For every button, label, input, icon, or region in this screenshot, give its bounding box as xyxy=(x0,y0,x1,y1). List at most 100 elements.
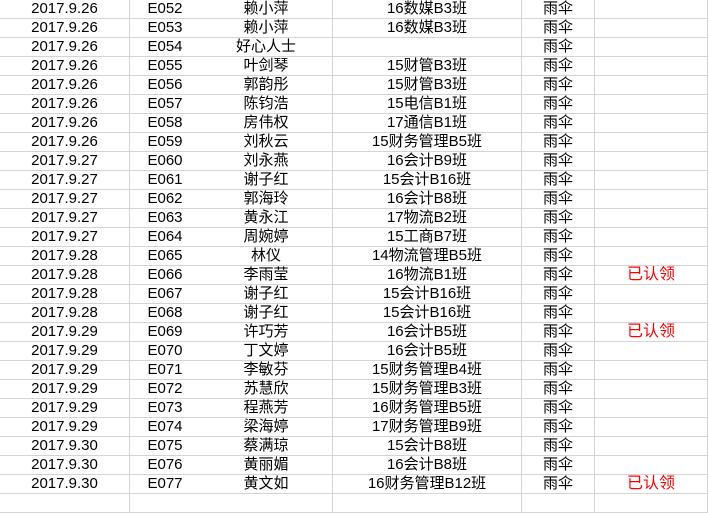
cell-status[interactable] xyxy=(595,494,708,512)
cell-id[interactable]: E055 xyxy=(147,57,183,74)
cell-id[interactable]: E074 xyxy=(147,418,183,435)
cell-name[interactable]: 丁文婷 xyxy=(200,342,333,360)
cell-status[interactable] xyxy=(595,399,708,417)
cell-item[interactable]: 雨伞 xyxy=(522,114,595,132)
cell-name[interactable]: 许巧芳 xyxy=(200,323,333,341)
cell-class[interactable]: 16财务管理B5班 xyxy=(333,399,522,417)
cell-id[interactable]: E061 xyxy=(147,171,183,188)
cell-date[interactable]: 2017.9.29 xyxy=(0,380,130,398)
cell-class[interactable]: 15工商B7班 xyxy=(333,228,522,246)
cell-id[interactable]: E077 xyxy=(147,475,183,492)
cell-id[interactable]: E071 xyxy=(147,361,183,378)
cell-id[interactable]: E075 xyxy=(147,437,183,454)
cell-name[interactable]: 刘秋云 xyxy=(200,133,333,151)
cell-date[interactable]: 2017.9.26 xyxy=(0,133,130,151)
cell-date[interactable]: 2017.9.26 xyxy=(0,0,130,18)
cell-status[interactable] xyxy=(595,304,708,322)
cell-class[interactable] xyxy=(333,38,522,56)
cell-item[interactable]: 雨伞 xyxy=(522,361,595,379)
cell-item[interactable]: 雨伞 xyxy=(522,399,595,417)
cell-id[interactable]: E060 xyxy=(147,152,183,169)
cell-name[interactable]: 林仪 xyxy=(200,247,333,265)
cell-status[interactable]: 已认领 xyxy=(595,323,708,341)
cell-class[interactable]: 16数媒B3班 xyxy=(333,19,522,37)
cell-status[interactable] xyxy=(595,456,708,474)
cell-date[interactable]: 2017.9.30 xyxy=(0,475,130,493)
cell-date[interactable]: 2017.9.30 xyxy=(0,437,130,455)
cell-id[interactable]: E062 xyxy=(147,190,183,207)
cell-id[interactable]: E054 xyxy=(147,38,183,55)
cell-name[interactable]: 程燕芳 xyxy=(200,399,333,417)
cell-item[interactable]: 雨伞 xyxy=(522,475,595,493)
cell-status[interactable] xyxy=(595,285,708,303)
cell-name[interactable]: 谢子红 xyxy=(200,285,333,303)
cell-class[interactable]: 15财管B3班 xyxy=(333,57,522,75)
cell-status[interactable] xyxy=(595,152,708,170)
cell-item[interactable]: 雨伞 xyxy=(522,209,595,227)
cell-class[interactable]: 15会计B16班 xyxy=(333,285,522,303)
cell-item[interactable]: 雨伞 xyxy=(522,285,595,303)
cell-item[interactable]: 雨伞 xyxy=(522,133,595,151)
cell-id[interactable] xyxy=(130,494,200,512)
cell-status[interactable] xyxy=(595,418,708,436)
cell-name[interactable]: 房伟权 xyxy=(200,114,333,132)
cell-class[interactable]: 16会计B8班 xyxy=(333,190,522,208)
cell-id[interactable]: E072 xyxy=(147,380,183,397)
cell-class[interactable]: 15电信B1班 xyxy=(333,95,522,113)
cell-date[interactable]: 2017.9.28 xyxy=(0,266,130,284)
cell-date[interactable]: 2017.9.30 xyxy=(0,456,130,474)
cell-class[interactable]: 16会计B5班 xyxy=(333,342,522,360)
cell-status[interactable]: 已认领 xyxy=(595,475,708,493)
cell-status[interactable] xyxy=(595,114,708,132)
cell-item[interactable]: 雨伞 xyxy=(522,0,595,18)
cell-id[interactable]: E057 xyxy=(147,95,183,112)
cell-class[interactable]: 16会计B9班 xyxy=(333,152,522,170)
cell-name[interactable]: 谢子红 xyxy=(200,304,333,322)
cell-item[interactable]: 雨伞 xyxy=(522,323,595,341)
cell-date[interactable]: 2017.9.29 xyxy=(0,418,130,436)
cell-class[interactable]: 15财务管理B3班 xyxy=(333,380,522,398)
cell-status[interactable] xyxy=(595,38,708,56)
cell-item[interactable]: 雨伞 xyxy=(522,266,595,284)
cell-id[interactable]: E076 xyxy=(147,456,183,473)
cell-class[interactable]: 17通信B1班 xyxy=(333,114,522,132)
cell-name[interactable]: 好心人士 xyxy=(200,38,333,56)
cell-item[interactable] xyxy=(522,494,595,512)
cell-item[interactable]: 雨伞 xyxy=(522,171,595,189)
cell-item[interactable]: 雨伞 xyxy=(522,190,595,208)
cell-date[interactable]: 2017.9.26 xyxy=(0,38,130,56)
cell-date[interactable]: 2017.9.26 xyxy=(0,19,130,37)
cell-date[interactable]: 2017.9.29 xyxy=(0,323,130,341)
cell-item[interactable]: 雨伞 xyxy=(522,152,595,170)
cell-name[interactable]: 黄文如 xyxy=(200,475,333,493)
cell-name[interactable]: 梁海婷 xyxy=(200,418,333,436)
cell-date[interactable]: 2017.9.26 xyxy=(0,114,130,132)
cell-date[interactable]: 2017.9.26 xyxy=(0,95,130,113)
cell-item[interactable]: 雨伞 xyxy=(522,304,595,322)
cell-date[interactable]: 2017.9.26 xyxy=(0,57,130,75)
cell-id[interactable]: E068 xyxy=(147,304,183,321)
cell-name[interactable]: 谢子红 xyxy=(200,171,333,189)
cell-date[interactable]: 2017.9.28 xyxy=(0,247,130,265)
cell-id[interactable]: E056 xyxy=(147,76,183,93)
cell-class[interactable]: 15会计B16班 xyxy=(333,171,522,189)
cell-status[interactable] xyxy=(595,437,708,455)
cell-id[interactable]: E053 xyxy=(147,19,183,36)
cell-status[interactable] xyxy=(595,361,708,379)
cell-id[interactable]: E065 xyxy=(147,247,183,264)
cell-date[interactable] xyxy=(0,494,130,512)
cell-class[interactable]: 15财管B3班 xyxy=(333,76,522,94)
cell-item[interactable]: 雨伞 xyxy=(522,456,595,474)
cell-name[interactable]: 赖小萍 xyxy=(200,0,333,18)
cell-date[interactable]: 2017.9.26 xyxy=(0,76,130,94)
cell-name[interactable]: 李敏芬 xyxy=(200,361,333,379)
cell-status[interactable] xyxy=(595,190,708,208)
cell-date[interactable]: 2017.9.28 xyxy=(0,285,130,303)
cell-date[interactable]: 2017.9.27 xyxy=(0,171,130,189)
cell-date[interactable]: 2017.9.29 xyxy=(0,361,130,379)
cell-item[interactable]: 雨伞 xyxy=(522,380,595,398)
cell-date[interactable]: 2017.9.29 xyxy=(0,342,130,360)
cell-date[interactable]: 2017.9.27 xyxy=(0,190,130,208)
cell-name[interactable]: 苏慧欣 xyxy=(200,380,333,398)
cell-date[interactable]: 2017.9.28 xyxy=(0,304,130,322)
